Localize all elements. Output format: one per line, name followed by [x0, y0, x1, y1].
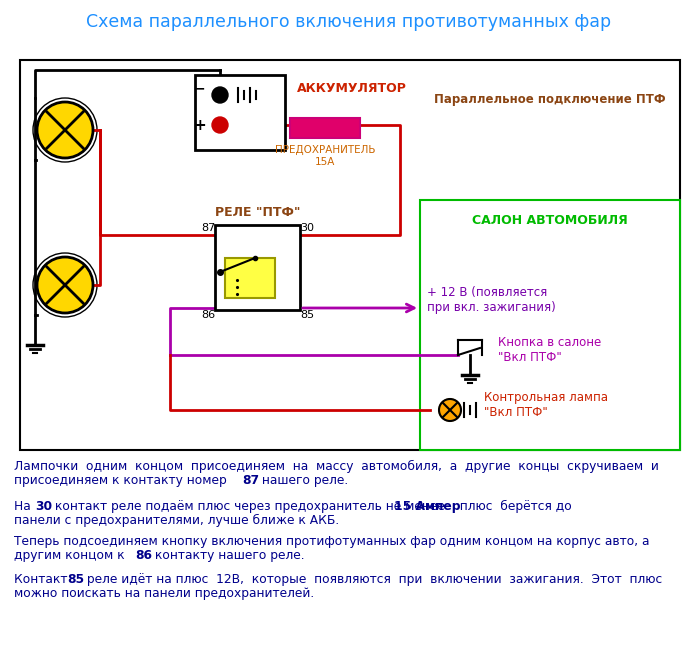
Text: Контрольная лампа
"Вкл ПТФ": Контрольная лампа "Вкл ПТФ" — [484, 391, 608, 419]
Text: РЕЛЕ "ПТФ": РЕЛЕ "ПТФ" — [215, 206, 301, 220]
Text: ПРЕДОХРАНИТЕЛЬ
15А: ПРЕДОХРАНИТЕЛЬ 15А — [275, 145, 375, 166]
Text: Кнопка в салоне
"Вкл ПТФ": Кнопка в салоне "Вкл ПТФ" — [498, 336, 601, 364]
Text: панели с предохранителями, лучше ближе к АКБ.: панели с предохранителями, лучше ближе к… — [14, 514, 339, 527]
Text: Лампочки  одним  концом  присоединяем  на  массу  автомобиля,  а  другие  концы : Лампочки одним концом присоединяем на ма… — [14, 460, 659, 473]
Text: 85: 85 — [67, 573, 84, 586]
Circle shape — [439, 399, 461, 421]
Circle shape — [212, 117, 228, 133]
Text: 85: 85 — [300, 310, 314, 320]
Text: 87: 87 — [242, 474, 259, 487]
Text: САЛОН АВТОМОБИЛЯ: САЛОН АВТОМОБИЛЯ — [472, 214, 628, 226]
Text: 86: 86 — [135, 549, 152, 562]
Text: На: На — [14, 500, 35, 513]
Bar — [225, 258, 275, 298]
Text: можно поискать на панели предохранителей.: можно поискать на панели предохранителей… — [14, 587, 315, 600]
Text: + 12 В (появляется
при вкл. зажигания): + 12 В (появляется при вкл. зажигания) — [427, 286, 556, 314]
Bar — [195, 75, 285, 150]
Text: АККУМУЛЯТОР: АККУМУЛЯТОР — [297, 81, 407, 94]
Text: контакт реле подаём плюс через предохранитель не менее: контакт реле подаём плюс через предохран… — [51, 500, 449, 513]
Text: 15 Ампер: 15 Ампер — [394, 500, 461, 513]
Text: 30: 30 — [35, 500, 52, 513]
Text: 86: 86 — [201, 310, 215, 320]
Circle shape — [37, 102, 93, 158]
Text: 30: 30 — [300, 223, 314, 233]
Text: −: − — [193, 81, 205, 95]
Text: реле идёт на плюс  12В,  которые  появляются  при  включении  зажигания.  Этот  : реле идёт на плюс 12В, которые появляютс… — [83, 573, 662, 586]
Text: другим концом к: другим концом к — [14, 549, 129, 562]
Bar — [420, 200, 680, 450]
Text: Теперь подсоединяем кнопку включения протифотуманных фар одним концом на корпус : Теперь подсоединяем кнопку включения про… — [14, 535, 649, 548]
Text: Контакт: Контакт — [14, 573, 71, 586]
Text: +: + — [194, 118, 206, 132]
Bar — [20, 60, 680, 450]
Text: присоединяем к контакту номер: присоединяем к контакту номер — [14, 474, 231, 487]
Text: Схема параллельного включения противотуманных фар: Схема параллельного включения противотум… — [87, 13, 612, 31]
Circle shape — [212, 87, 228, 103]
Text: контакту нашего реле.: контакту нашего реле. — [151, 549, 305, 562]
Circle shape — [37, 257, 93, 313]
Bar — [290, 118, 360, 138]
Text: , плюс  берётся до: , плюс берётся до — [452, 500, 572, 513]
Text: 87: 87 — [201, 223, 215, 233]
Text: нашего реле.: нашего реле. — [258, 474, 348, 487]
Text: Параллельное подключение ПТФ: Параллельное подключение ПТФ — [434, 94, 666, 106]
Bar — [215, 225, 300, 310]
